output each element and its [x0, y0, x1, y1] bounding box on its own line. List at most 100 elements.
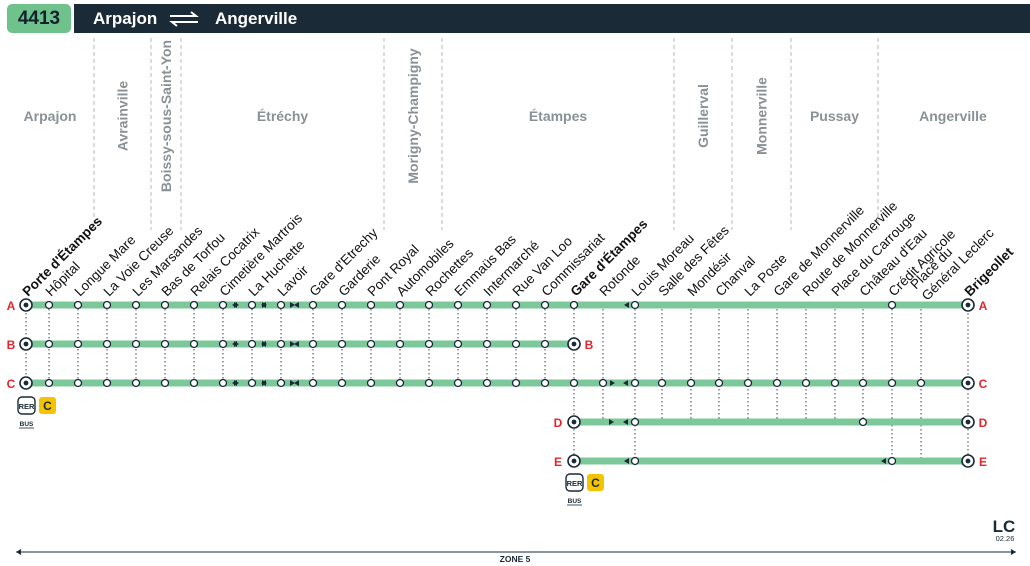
stop-marker — [482, 300, 492, 310]
branch-label-right: B — [585, 338, 594, 352]
stop-marker — [887, 456, 897, 466]
stop-marker — [131, 300, 141, 310]
rer-icon — [17, 396, 36, 415]
stop-marker — [540, 378, 550, 388]
terminus-stop-marker-dot — [965, 458, 971, 464]
stop-marker — [482, 339, 492, 349]
stop-marker — [830, 378, 840, 388]
stop-marker — [160, 378, 170, 388]
rer-label: RER — [19, 402, 35, 411]
direction-arrow-icon — [623, 419, 628, 425]
rer-connection: RER C BUS — [565, 473, 604, 506]
stop-marker — [366, 378, 376, 388]
stop-marker — [657, 378, 667, 388]
terminus-stop-marker-dot — [965, 380, 971, 386]
direction-arrow-icon — [610, 380, 615, 386]
stop-marker — [424, 300, 434, 310]
stop-marker — [308, 339, 318, 349]
operator-logo-icon: LC — [993, 517, 1016, 536]
direction-arrow-icon — [261, 302, 266, 308]
commune-label: Étampes — [529, 108, 588, 124]
stop-marker — [44, 378, 54, 388]
stop-marker — [218, 300, 228, 310]
stop-marker — [102, 378, 112, 388]
stop-marker — [308, 300, 318, 310]
stop-marker — [540, 339, 550, 349]
direction-arrow-icon — [232, 302, 237, 308]
stop-marker — [511, 339, 521, 349]
rer-line-label: C — [591, 476, 600, 490]
stop-marker — [858, 378, 868, 388]
terminus-stop-marker-dot — [23, 380, 29, 386]
stop-marker — [247, 339, 257, 349]
rer-label: RER — [567, 479, 583, 488]
rer-line-label: C — [43, 399, 52, 413]
commune-label: Morigny-Champigny — [405, 48, 421, 184]
direction-arrow-icon — [623, 380, 628, 386]
stop-marker — [511, 378, 521, 388]
stop-marker — [598, 378, 608, 388]
rer-icon — [565, 473, 584, 492]
terminus-stop-marker-dot — [965, 419, 971, 425]
stop-marker — [276, 339, 286, 349]
stop-marker — [337, 378, 347, 388]
terminus-stop-marker-dot — [965, 302, 971, 308]
terminus-stop-marker-dot — [571, 458, 577, 464]
stop-marker — [630, 417, 640, 427]
stop-marker — [395, 378, 405, 388]
stop-marker — [73, 378, 83, 388]
stop-marker — [337, 300, 347, 310]
stop-marker — [630, 378, 640, 388]
branch-label-right: A — [979, 299, 988, 313]
zone-arrow-left-icon — [16, 549, 21, 555]
stop-marker — [686, 378, 696, 388]
stop-marker — [276, 300, 286, 310]
commune-label: Guillerval — [695, 84, 711, 148]
direction-arrow-icon — [624, 458, 629, 464]
stop-marker — [189, 300, 199, 310]
stop-marker — [131, 339, 141, 349]
stop-marker — [160, 339, 170, 349]
commune-label: Avrainville — [115, 81, 131, 152]
commune-label: Monnerville — [754, 77, 770, 155]
direction-arrow-icon — [290, 302, 295, 308]
bus-label: BUS — [568, 498, 582, 505]
rer-connection: RER C BUS — [17, 396, 56, 429]
stop-marker — [482, 378, 492, 388]
branch-label-left: D — [554, 416, 563, 430]
branch-label-right: E — [979, 455, 987, 469]
stop-marker — [308, 378, 318, 388]
direction-arrow-icon — [290, 380, 295, 386]
stop-marker — [453, 339, 463, 349]
stop-marker — [395, 339, 405, 349]
stop-marker — [218, 378, 228, 388]
direction-arrow-icon — [261, 380, 266, 386]
terminus-stop-marker-dot — [23, 341, 29, 347]
rer-line-c-icon — [39, 397, 56, 414]
stop-marker — [858, 417, 868, 427]
stop-marker — [102, 300, 112, 310]
commune-label: Pussay — [810, 108, 859, 124]
zone-arrow-right-icon — [1011, 549, 1016, 555]
stop-marker — [395, 300, 405, 310]
stop-marker — [453, 378, 463, 388]
stop-marker — [131, 378, 141, 388]
stop-marker — [366, 339, 376, 349]
branch-label-right: C — [979, 377, 988, 391]
stop-marker — [44, 300, 54, 310]
stop-marker — [887, 378, 897, 388]
stop-marker — [511, 300, 521, 310]
commune-label: Arpajon — [24, 108, 77, 124]
direction-arrow-icon — [609, 419, 614, 425]
commune-label: Boissy-sous-Saint-Yon — [158, 40, 174, 192]
stop-marker — [218, 339, 228, 349]
stop-marker — [424, 378, 434, 388]
stop-marker — [73, 300, 83, 310]
branch-label-right: D — [979, 416, 988, 430]
stop-marker — [366, 300, 376, 310]
branch-label-left: A — [7, 299, 16, 313]
stop-marker — [337, 339, 347, 349]
commune-label: Angerville — [919, 108, 987, 124]
stop-marker — [801, 378, 811, 388]
stop-marker — [569, 378, 579, 388]
